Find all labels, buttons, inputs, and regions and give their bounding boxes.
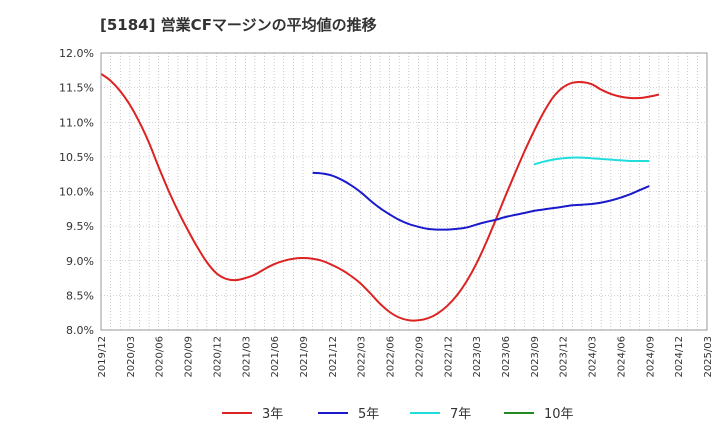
y-tick-label: 12.0% [59, 47, 94, 60]
x-tick-label: 2022/03 [357, 336, 368, 378]
x-tick-label: 2021/09 [299, 336, 310, 378]
legend-label-4: 10年 [544, 407, 574, 422]
series-line-1 [100, 72, 660, 322]
x-tick-label: 2024/06 [616, 336, 627, 378]
x-tick-label: 2021/12 [328, 336, 339, 378]
y-tick-label: 9.0% [66, 255, 94, 268]
x-tick-label: 2021/03 [241, 336, 252, 378]
y-tick-label: 8.5% [66, 289, 94, 302]
x-tick-label: 2024/12 [674, 336, 685, 378]
grid [101, 53, 707, 330]
x-tick-label: 2020/09 [184, 336, 195, 378]
y-tick-label: 9.5% [66, 220, 94, 233]
y-tick-label: 11.5% [59, 82, 94, 95]
plot-frame [100, 52, 708, 331]
series-line-3 [533, 156, 650, 166]
legend-label-1: 3年 [262, 407, 283, 422]
x-tick-label: 2022/06 [386, 336, 397, 378]
x-tick-label: 2024/03 [588, 336, 599, 378]
y-tick-label: 10.0% [59, 186, 94, 199]
x-tick-label: 2023/06 [501, 336, 512, 378]
x-tick-label: 2025/03 [703, 336, 714, 378]
legend: 3年 5年 7年 10年 [222, 407, 574, 422]
x-tick-label: 2023/12 [559, 336, 570, 378]
x-tick-label: 2022/12 [443, 336, 454, 378]
y-tick-label: 11.0% [59, 116, 94, 129]
y-tick-label: 10.5% [59, 151, 94, 164]
legend-label-2: 5年 [358, 407, 379, 422]
x-tick-label: 2019/12 [97, 336, 108, 378]
x-tick-label: 2020/03 [126, 336, 137, 378]
x-tick-label: 2020/06 [155, 336, 166, 378]
legend-label-3: 7年 [450, 407, 471, 422]
x-tick-label: 2022/09 [414, 336, 425, 378]
y-tick-label: 8.0% [66, 324, 94, 337]
x-tick-label: 2023/03 [472, 336, 483, 378]
chart-title: [5184] 営業CFマージンの平均値の推移 [100, 16, 377, 34]
x-axis: 2019/12 2020/03 2020/06 2020/09 2020/12 2021/… [97, 336, 714, 378]
series-line-2 [312, 171, 650, 231]
series-lines [100, 72, 660, 322]
x-tick-label: 2020/12 [212, 336, 223, 378]
x-tick-label: 2024/09 [645, 336, 656, 378]
x-tick-label: 2021/06 [270, 336, 281, 378]
y-axis: 12.0% 11.5% 11.0% 10.5% 10.0% 9.5% 9.0% 8.5% 8.0… [59, 47, 94, 337]
x-tick-label: 2023/09 [530, 336, 541, 378]
